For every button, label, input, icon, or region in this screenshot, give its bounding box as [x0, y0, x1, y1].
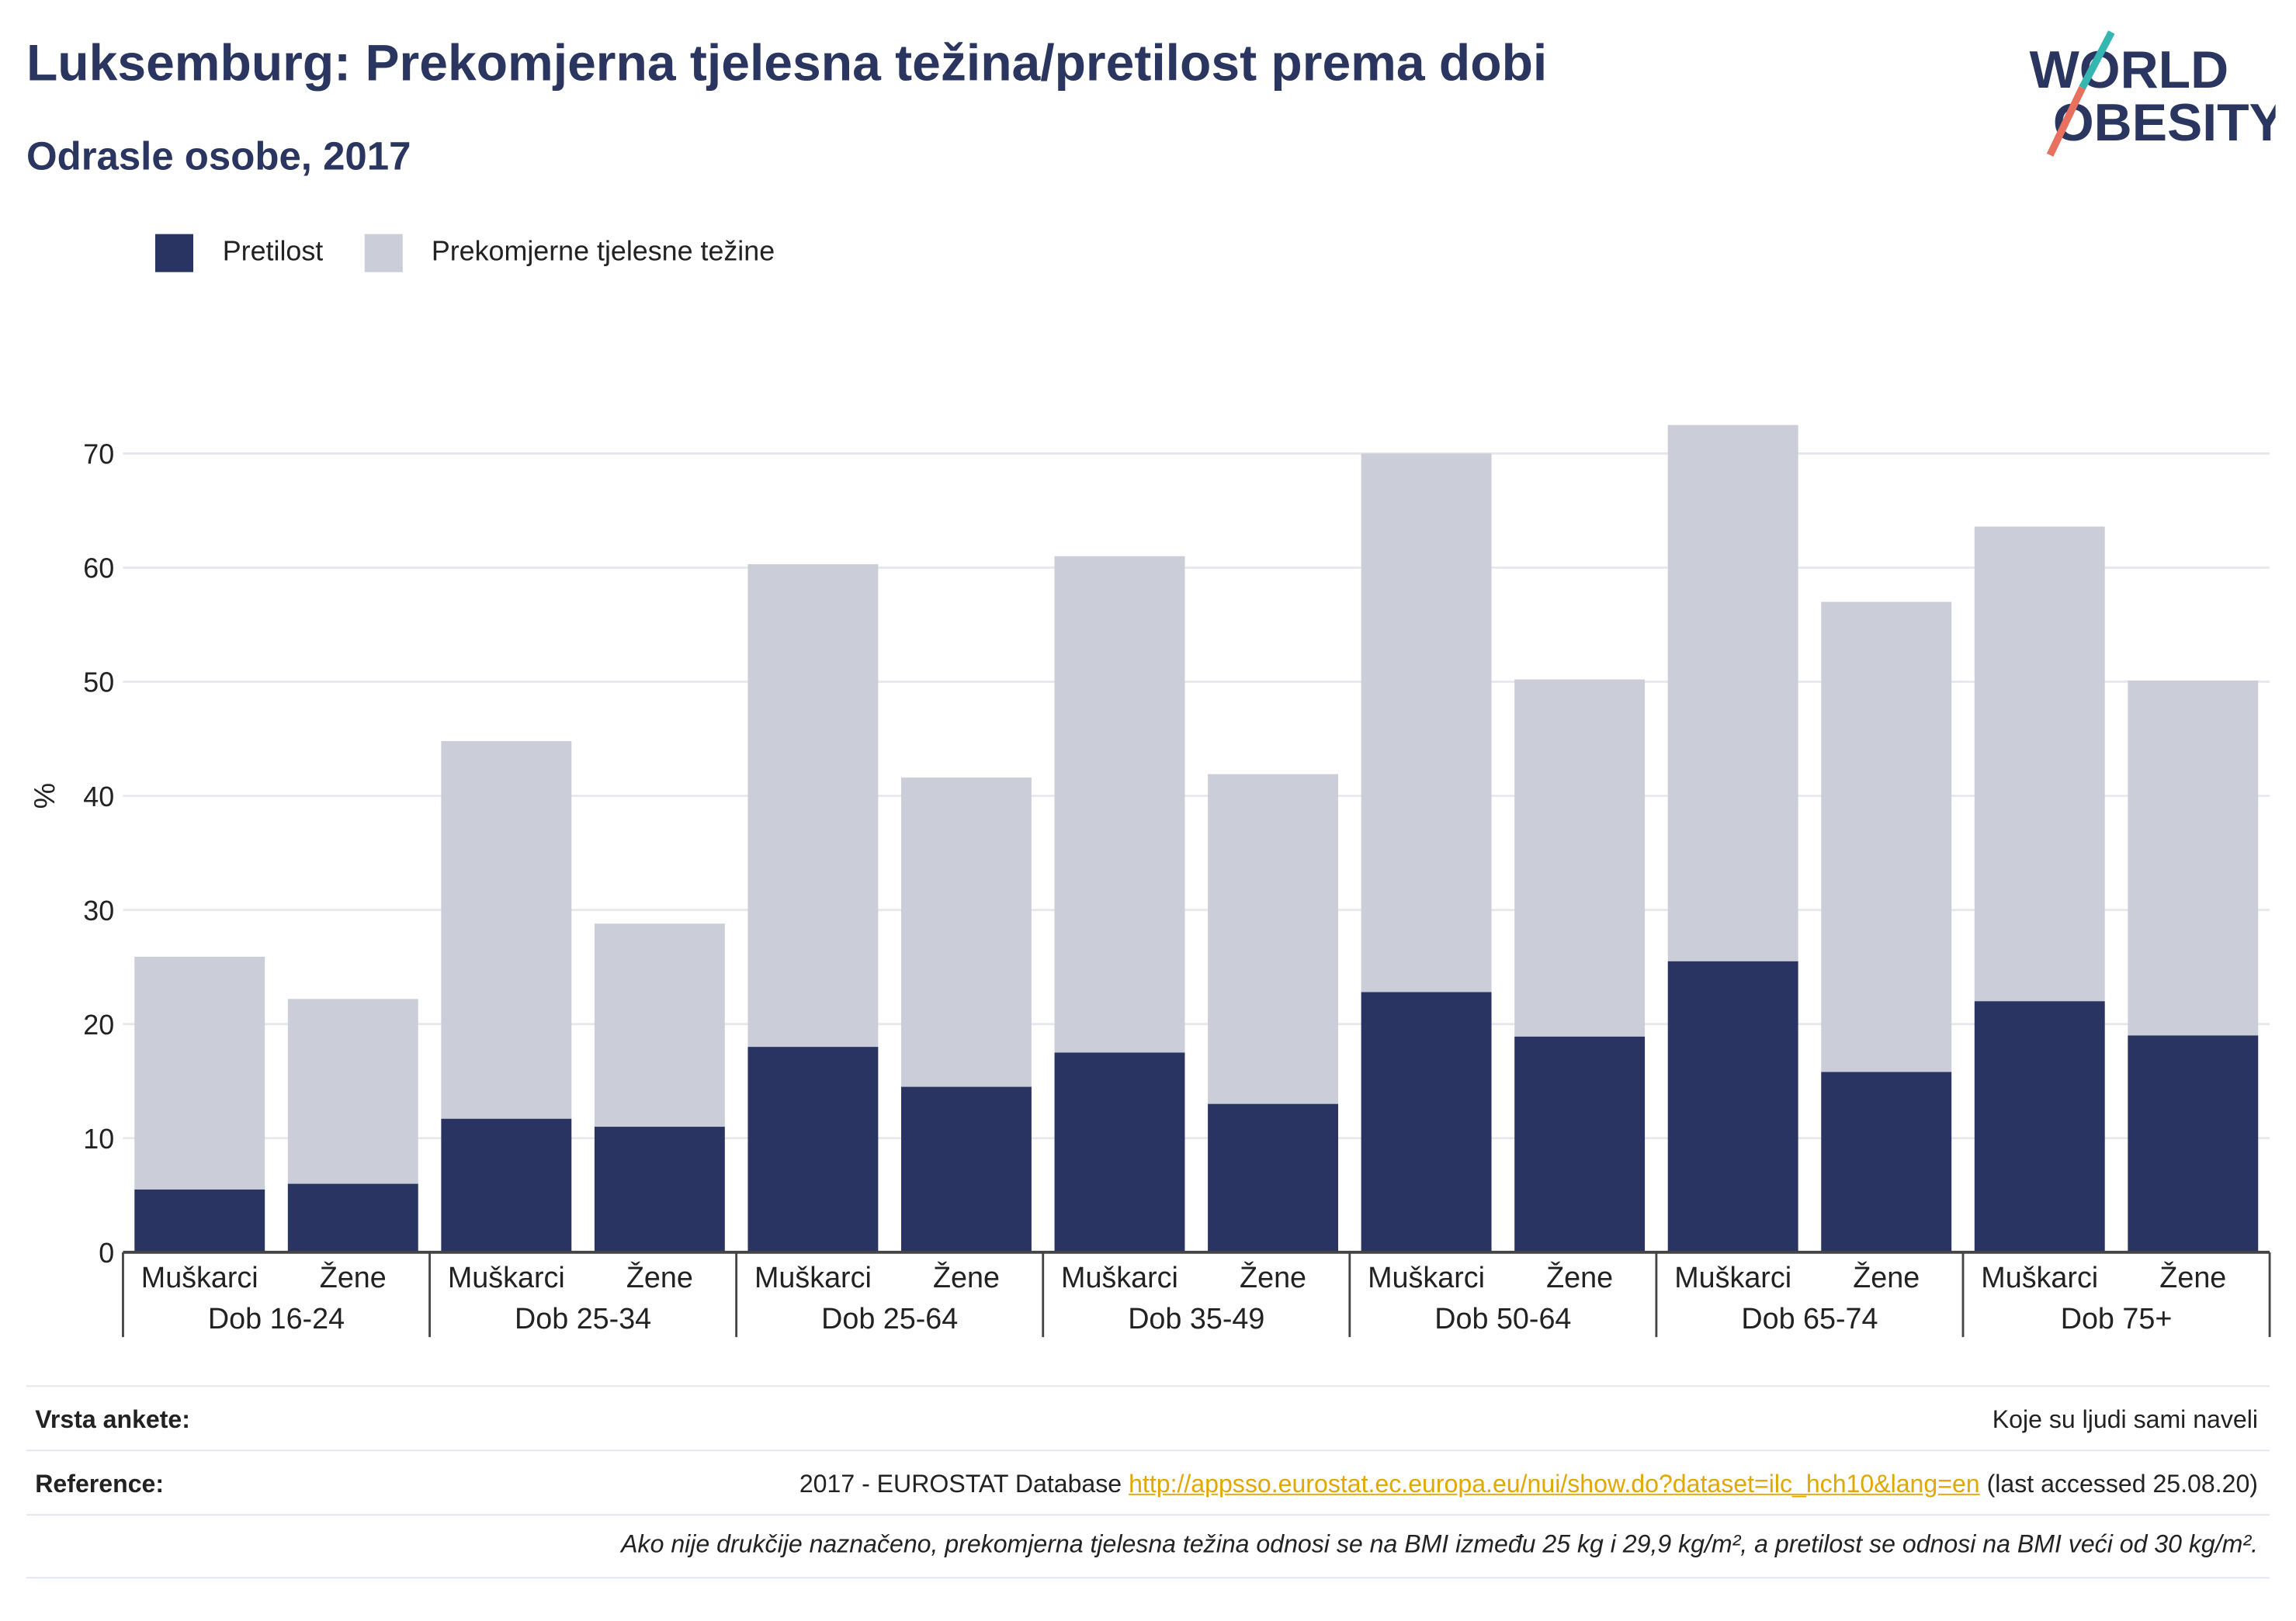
bar-overweight — [441, 741, 572, 1119]
bar-obesity — [1054, 1052, 1185, 1252]
table-rule — [26, 1450, 2270, 1452]
logo-slash-teal — [2079, 30, 2115, 90]
bar-obesity — [1208, 1103, 1338, 1252]
legend-swatch-obesity — [154, 234, 194, 272]
x-tick-label-age-group: Dob 35-49 — [1128, 1302, 1264, 1335]
bar-overweight — [1208, 774, 1338, 1104]
legend: Pretilost Prekomjerne tjelesne težine — [154, 231, 816, 275]
reference-prefix: 2017 - EUROSTAT Database — [799, 1470, 1122, 1498]
bar-obesity — [594, 1127, 725, 1252]
survey-row: Vrsta ankete: Koje su ljudi sami naveli — [35, 1403, 2258, 1438]
x-tick-label-sex: Muškarci — [448, 1261, 565, 1294]
bar-overweight — [1361, 453, 1492, 992]
x-tick-label-sex: Žene — [1853, 1261, 1920, 1294]
x-tick-label-sex: Žene — [1546, 1261, 1613, 1294]
reference-value: 2017 - EUROSTAT Database http://appsso.e… — [799, 1470, 2258, 1500]
x-tick-label-sex: Žene — [2159, 1261, 2226, 1294]
logo-word-world: WORLD — [2030, 41, 2228, 99]
bar-chart: 0 10 20 30 40 50 60 70% Muškarci Žene Dob 16-24 Muš… — [28, 424, 2271, 1338]
page-subtitle: Odrasle osobe, 2017 — [26, 134, 411, 179]
y-tick-label: 70 — [83, 439, 114, 470]
definition-note: Ako nije drukčije naznačeno, prekomjerna… — [621, 1530, 2258, 1558]
survey-value: Koje su ljudi sami naveli — [1992, 1405, 2258, 1434]
legend-label-overweight: Prekomjerne tjelesne težine — [431, 237, 775, 268]
y-tick-label: 30 — [83, 895, 114, 927]
bar-overweight — [2128, 681, 2259, 1036]
y-tick-label: 0 — [99, 1238, 114, 1269]
table-rule — [26, 1385, 2270, 1387]
reference-suffix: (last accessed 25.08.20) — [1986, 1470, 2258, 1498]
bar-overweight — [1667, 424, 1798, 961]
x-tick-label-sex: Žene — [626, 1261, 693, 1294]
x-tick-label-age-group: Dob 75+ — [2061, 1302, 2173, 1335]
bar-overweight — [1054, 556, 1185, 1053]
y-axis-label: % — [28, 783, 61, 809]
bar-overweight — [747, 564, 879, 1048]
bar-obesity — [1974, 1001, 2105, 1252]
bar-obesity — [441, 1118, 572, 1252]
x-tick-label-age-group: Dob 16-24 — [208, 1302, 345, 1335]
table-rule — [26, 1514, 2270, 1516]
reference-label: Reference: — [35, 1470, 165, 1498]
logo-slash-coral — [2046, 86, 2086, 157]
x-tick-label-sex: Žene — [1240, 1261, 1306, 1294]
logo-word-obesity: OBESITY — [2053, 94, 2276, 152]
x-tick-label-sex: Muškarci — [1368, 1261, 1485, 1294]
legend-label-obesity: Pretilost — [222, 237, 324, 268]
x-tick-label-age-group: Dob 50-64 — [1434, 1302, 1571, 1335]
y-tick-label: 10 — [83, 1124, 114, 1155]
x-tick-label-sex: Muškarci — [1674, 1261, 1791, 1294]
y-tick-label: 60 — [83, 553, 114, 584]
x-tick-label-sex: Muškarci — [754, 1261, 872, 1294]
bar-obesity — [1821, 1072, 1952, 1252]
y-tick-label: 40 — [83, 781, 114, 812]
legend-swatch-overweight — [364, 234, 403, 272]
bar-overweight — [1974, 526, 2105, 1002]
bar-obesity — [1514, 1036, 1646, 1252]
bar-obesity — [134, 1189, 265, 1252]
survey-label: Vrsta ankete: — [35, 1405, 190, 1434]
x-tick-label-age-group: Dob 25-34 — [515, 1302, 651, 1335]
bar-obesity — [1667, 961, 1798, 1252]
bar-overweight — [134, 956, 265, 1190]
bar-overweight — [1514, 679, 1646, 1037]
y-tick-label: 50 — [83, 667, 114, 698]
bar-overweight — [287, 999, 418, 1184]
x-tick-label-sex: Muškarci — [141, 1261, 258, 1294]
bar-obesity — [901, 1086, 1032, 1252]
x-tick-label-sex: Muškarci — [1061, 1261, 1178, 1294]
y-tick-label: 20 — [83, 1010, 114, 1041]
bar-obesity — [1361, 992, 1492, 1252]
page-title: Luksemburg: Prekomjerna tjelesna težina/… — [26, 35, 1548, 92]
bar-obesity — [747, 1047, 879, 1252]
table-rule — [26, 1577, 2270, 1579]
bar-obesity — [2128, 1035, 2259, 1252]
x-tick-label-sex: Žene — [933, 1261, 1000, 1294]
x-tick-label-sex: Žene — [320, 1261, 387, 1294]
bar-overweight — [901, 778, 1032, 1087]
x-tick-label-age-group: Dob 65-74 — [1741, 1302, 1878, 1335]
x-tick-label-age-group: Dob 25-64 — [821, 1302, 958, 1335]
bar-obesity — [287, 1183, 418, 1252]
reference-link[interactable]: http://appsso.eurostat.ec.europa.eu/nui/… — [1129, 1470, 1980, 1498]
bar-overweight — [1821, 601, 1952, 1072]
bar-overweight — [594, 923, 725, 1127]
x-tick-label-sex: Muškarci — [1981, 1261, 2098, 1294]
world-obesity-logo: WORLD OBESITY — [2030, 30, 2276, 157]
reference-row: Reference: 2017 - EUROSTAT Database http… — [35, 1467, 2258, 1502]
